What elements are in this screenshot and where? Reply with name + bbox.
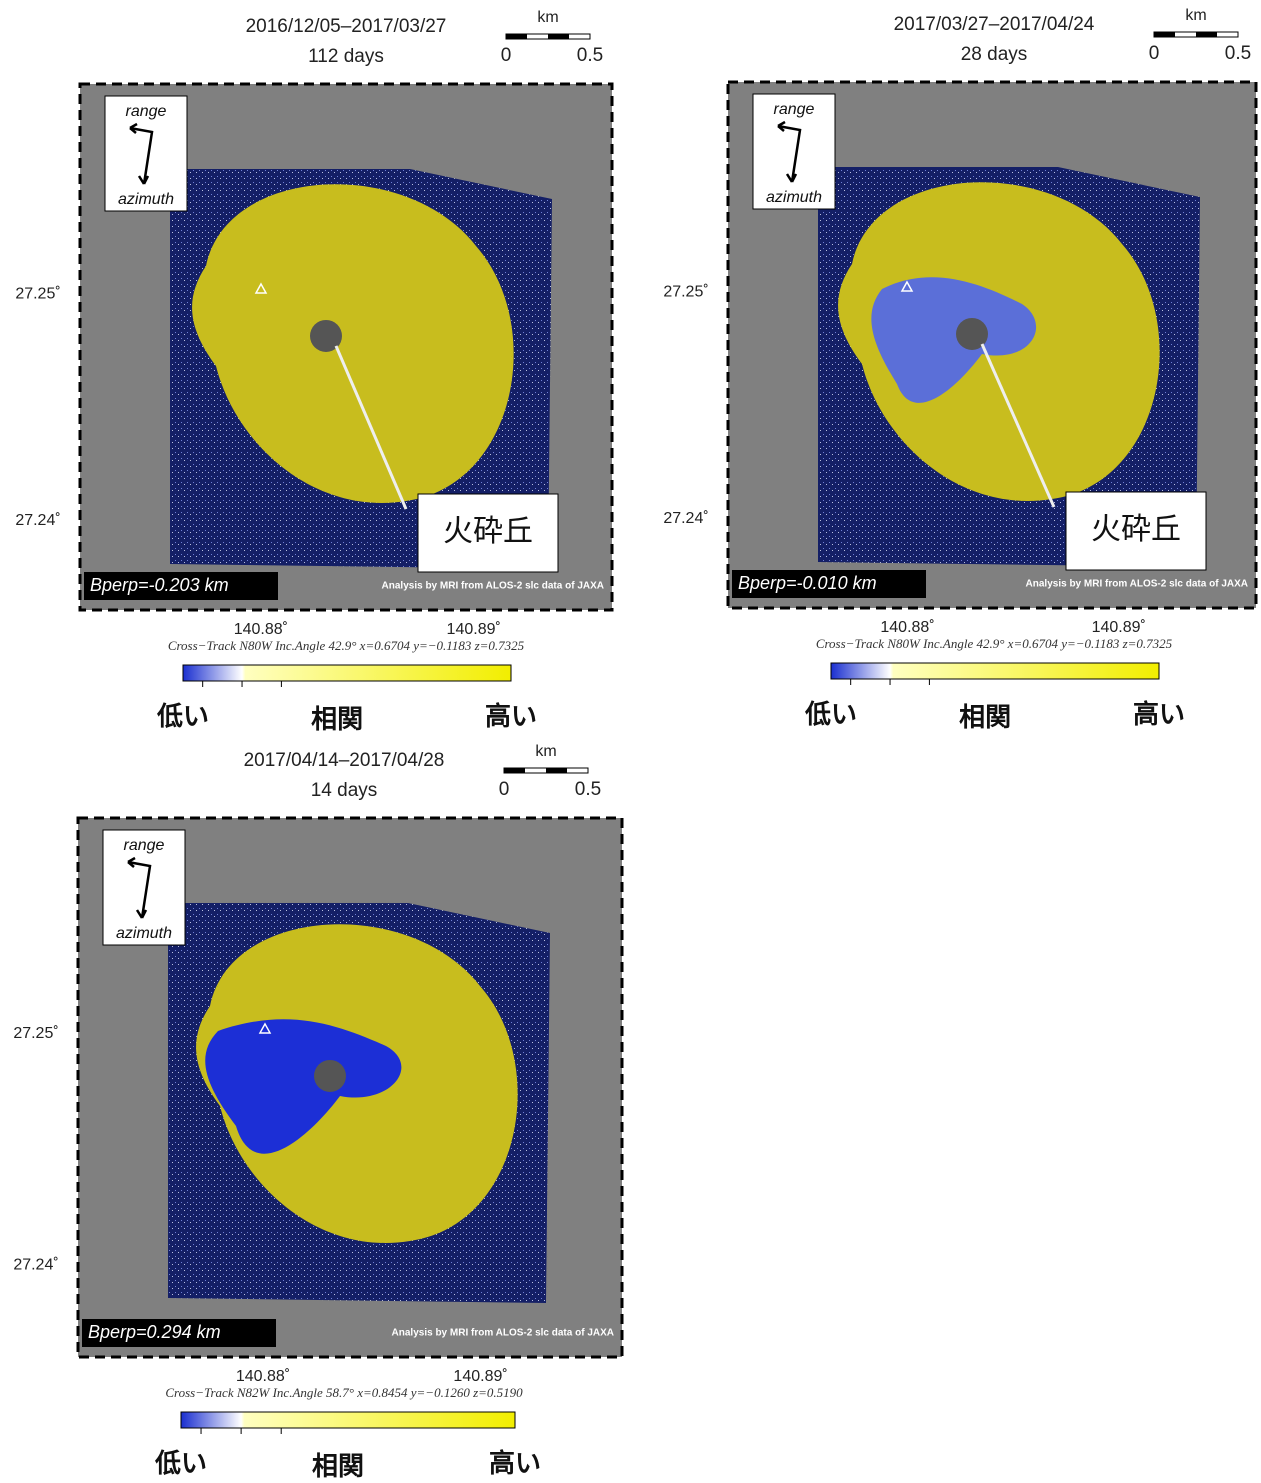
scale-unit: km: [535, 743, 556, 760]
colorbar-high: 高い: [489, 1448, 541, 1478]
colorbar-low: 低い: [154, 1448, 207, 1478]
bperp: Bperp=-0.203 km: [90, 575, 229, 595]
date-range: 2017/04/14–2017/04/28: [244, 750, 445, 771]
date-range: 2016/12/05–2017/03/27: [246, 16, 447, 37]
lat-label: 27.25˚: [15, 286, 60, 303]
colorbar-high: 高い: [485, 701, 537, 731]
compass-range: range: [126, 103, 167, 120]
scale-tick: 0: [1149, 43, 1160, 64]
colorbar: [831, 663, 1159, 679]
panel: 2016/12/05–2017/03/27 112 days km 0 0.5 range…: [15, 9, 612, 734]
compass-azimuth: azimuth: [766, 189, 822, 206]
lon-label: 140.88˚: [236, 1368, 290, 1385]
scale-tick: 0.5: [575, 779, 601, 800]
scale-tick: 0: [499, 779, 510, 800]
figure: 2016/12/05–2017/03/27 112 days km 0 0.5 range…: [0, 0, 1261, 1483]
scale-tick: 0: [501, 45, 512, 66]
scale-bar: [506, 34, 527, 39]
compass-range: range: [124, 837, 165, 854]
credit: Analysis by MRI from ALOS-2 slc data of …: [1026, 579, 1248, 590]
lat-label: 27.25˚: [663, 284, 708, 301]
parameters: Cross−Track N80W Inc.Angle 42.9° x=0.670…: [168, 638, 525, 653]
colorbar-high: 高い: [1133, 699, 1185, 729]
lon-label: 140.88˚: [880, 619, 934, 636]
lon-label: 140.88˚: [234, 621, 288, 638]
parameters: Cross−Track N82W Inc.Angle 58.7° x=0.845…: [165, 1385, 523, 1400]
lon-label: 140.89˚: [1092, 619, 1146, 636]
annotation: 火砕丘: [1091, 513, 1181, 546]
interval: 14 days: [311, 780, 378, 801]
lat-label: 27.25˚: [13, 1025, 58, 1042]
scale-bar: [1154, 32, 1175, 37]
colorbar-label: 相関: [959, 702, 1011, 732]
colorbar-label: 相関: [311, 704, 363, 734]
credit: Analysis by MRI from ALOS-2 slc data of …: [382, 581, 604, 592]
lon-label: 140.89˚: [453, 1368, 507, 1385]
scale-bar: [546, 768, 567, 773]
colorbar: [183, 665, 511, 681]
compass-azimuth: azimuth: [116, 925, 172, 942]
scale-bar: [1196, 32, 1217, 37]
compass-azimuth: azimuth: [118, 191, 174, 208]
panel: 2017/04/14–2017/04/28 14 days km 0 0.5 range a…: [13, 743, 622, 1481]
colorbar: [181, 1412, 515, 1428]
parameters: Cross−Track N80W Inc.Angle 42.9° x=0.670…: [816, 636, 1173, 651]
panel: 2017/03/27–2017/04/24 28 days km 0 0.5 range a…: [663, 7, 1256, 732]
compass-range: range: [774, 101, 815, 118]
annotation: 火砕丘: [443, 515, 533, 548]
scale-unit: km: [537, 9, 558, 26]
credit: Analysis by MRI from ALOS-2 slc data of …: [392, 1328, 614, 1339]
lat-label: 27.24˚: [13, 1257, 58, 1274]
scale-tick: 0.5: [577, 45, 603, 66]
scale-unit: km: [1185, 7, 1206, 24]
colorbar-low: 低い: [156, 701, 209, 731]
scale-tick: 0.5: [1225, 43, 1251, 64]
lat-label: 27.24˚: [663, 510, 708, 527]
lon-label: 140.89˚: [447, 621, 501, 638]
interval: 28 days: [961, 44, 1028, 65]
date-range: 2017/03/27–2017/04/24: [894, 14, 1095, 35]
interval: 112 days: [308, 46, 384, 67]
colorbar-label: 相関: [312, 1451, 364, 1481]
scale-bar: [548, 34, 569, 39]
lat-label: 27.24˚: [15, 512, 60, 529]
scale-bar: [504, 768, 525, 773]
bperp: Bperp=0.294 km: [88, 1322, 221, 1342]
colorbar-low: 低い: [804, 699, 857, 729]
bperp: Bperp=-0.010 km: [738, 573, 877, 593]
crater: [314, 1060, 346, 1092]
